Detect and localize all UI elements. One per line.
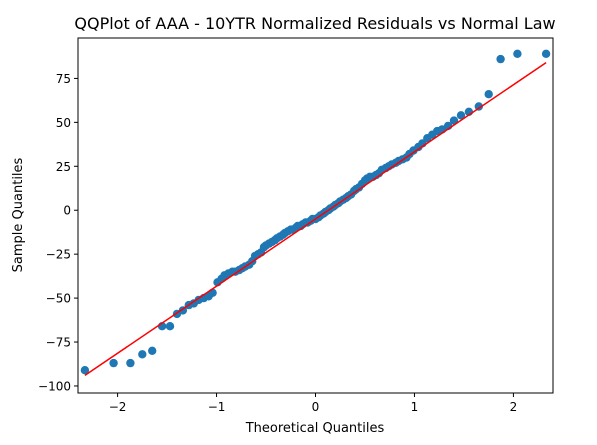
y-axis-label: Sample Quantiles	[11, 157, 26, 272]
data-point	[138, 350, 147, 359]
data-point	[541, 49, 551, 58]
x-axis-ticks: −2 −1 0 1 2	[109, 393, 518, 414]
x-tick-label: 1	[411, 400, 419, 414]
data-point	[474, 102, 483, 111]
data-point	[165, 322, 175, 331]
y-axis-ticks: −100 −75 −50 −25 0 25 50 75	[38, 72, 78, 393]
y-tick-label: 50	[56, 116, 71, 130]
data-point	[208, 288, 217, 297]
y-tick-label: −100	[38, 379, 71, 393]
y-tick-label: −50	[46, 292, 71, 306]
x-tick-label: −2	[109, 400, 127, 414]
y-tick-label: 25	[56, 160, 71, 174]
x-tick-label: 0	[312, 400, 320, 414]
x-axis-label: Theoretical Quantiles	[245, 421, 385, 436]
y-tick-label: −75	[46, 336, 71, 350]
data-point	[148, 346, 157, 355]
data-point	[484, 90, 493, 99]
data-point	[109, 358, 118, 368]
x-tick-label: 2	[510, 400, 518, 414]
data-point	[449, 116, 459, 125]
data-point	[126, 358, 135, 368]
plot-area	[80, 49, 551, 377]
data-point	[456, 111, 466, 120]
y-tick-label: 75	[56, 72, 71, 86]
x-tick-label: −1	[208, 400, 226, 414]
y-tick-label: −25	[46, 248, 71, 262]
chart-title: QQPlot of AAA - 10YTR Normalized Residua…	[74, 14, 555, 33]
y-tick-label: 0	[63, 204, 71, 218]
data-point	[496, 54, 505, 64]
data-point	[513, 49, 522, 58]
reference-line	[84, 61, 547, 377]
data-point	[80, 366, 90, 375]
